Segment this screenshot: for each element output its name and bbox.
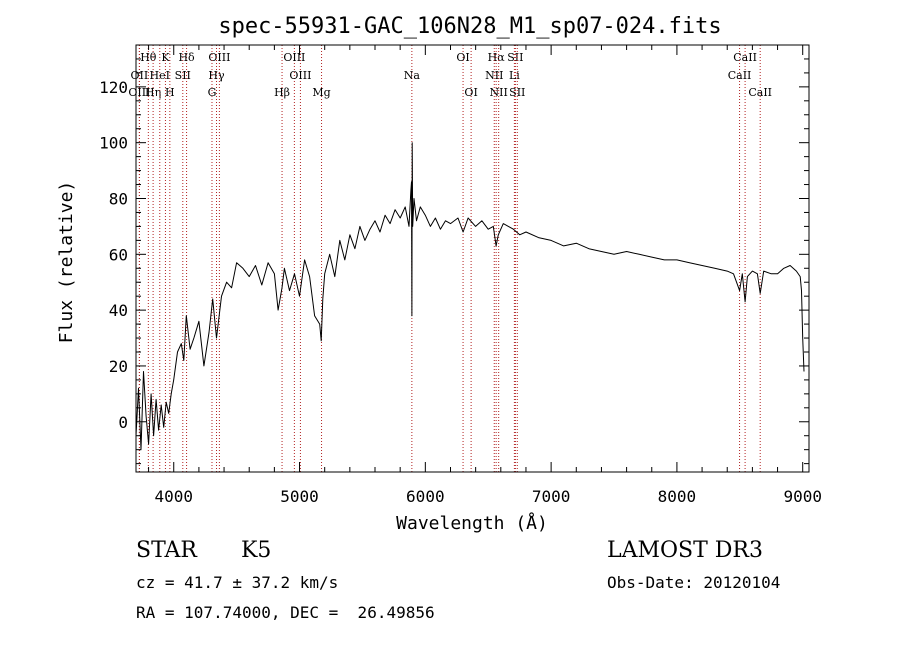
- x-tick-label: 8000: [658, 487, 697, 506]
- coordinates-readout: RA = 107.74000, DEC = 26.49856: [136, 603, 435, 622]
- y-tick-label: 100: [99, 134, 128, 153]
- line-marker-label: Na: [404, 69, 421, 82]
- line-marker-label: Hη: [145, 86, 161, 99]
- x-tick-label: 7000: [532, 487, 571, 506]
- x-tick-label: 9000: [783, 487, 822, 506]
- redshift-readout: cz = 41.7 ± 37.2 km/s: [136, 573, 339, 592]
- line-marker-label: CaII: [728, 69, 752, 82]
- line-marker-label: Hθ: [140, 51, 157, 64]
- line-marker-label: H: [165, 86, 175, 99]
- x-tick-label: 4000: [154, 487, 193, 506]
- line-marker-label: SII: [509, 86, 525, 99]
- line-marker-label: NII: [490, 86, 508, 99]
- x-tick-label: 5000: [280, 487, 319, 506]
- y-tick-label: 80: [109, 189, 128, 208]
- line-marker-label: Hδ: [178, 51, 195, 64]
- y-axis-label: Flux (relative): [56, 181, 77, 344]
- line-marker-label: OIII: [128, 86, 150, 99]
- line-marker-label: Hβ: [274, 86, 290, 99]
- line-marker-label: SII: [507, 51, 523, 64]
- y-tick-label: 60: [109, 245, 128, 264]
- chart-title: spec-55931-GAC_106N28_M1_sp07-024.fits: [218, 14, 721, 39]
- line-marker-label: Hα: [488, 51, 506, 64]
- y-tick-label: 120: [99, 78, 128, 97]
- spectrum-series: [135, 142, 805, 451]
- line-marker-label: CaII: [748, 86, 772, 99]
- survey-name: LAMOST DR3: [607, 538, 763, 563]
- object-subclass: K5: [241, 538, 272, 563]
- line-marker-label: CaII: [733, 51, 757, 64]
- x-tick-label: 6000: [406, 487, 445, 506]
- line-marker-label: OIII: [289, 69, 311, 82]
- y-tick-label: 0: [118, 413, 128, 432]
- spectrum-line: [135, 142, 805, 451]
- line-marker-label: Li: [509, 69, 520, 82]
- plot-frame: [135, 44, 810, 473]
- x-axis-label: Wavelength (Å): [396, 512, 548, 534]
- line-marker-label: G: [208, 86, 217, 99]
- line-marker-label: OIII: [208, 51, 230, 64]
- line-marker-label: OI: [464, 86, 477, 99]
- line-marker-label: K: [161, 51, 170, 64]
- line-marker-label: HeI: [150, 69, 170, 82]
- line-marker-label: OI: [456, 51, 469, 64]
- y-tick-label: 40: [109, 301, 128, 320]
- line-marker-label: Hγ: [208, 69, 225, 82]
- line-marker-label: NII: [485, 69, 503, 82]
- line-marker-label: SII: [175, 69, 191, 82]
- line-marker-label: Mg: [312, 86, 330, 99]
- line-marker-label: OIII: [283, 51, 305, 64]
- obs-date-readout: Obs-Date: 20120104: [607, 573, 781, 592]
- object-class: STAR: [136, 538, 197, 563]
- axis-ticks: 4000 5000 6000 7000 8000 9000 0 20 40 60 80 100 120: [99, 44, 822, 506]
- y-tick-label: 20: [109, 357, 128, 376]
